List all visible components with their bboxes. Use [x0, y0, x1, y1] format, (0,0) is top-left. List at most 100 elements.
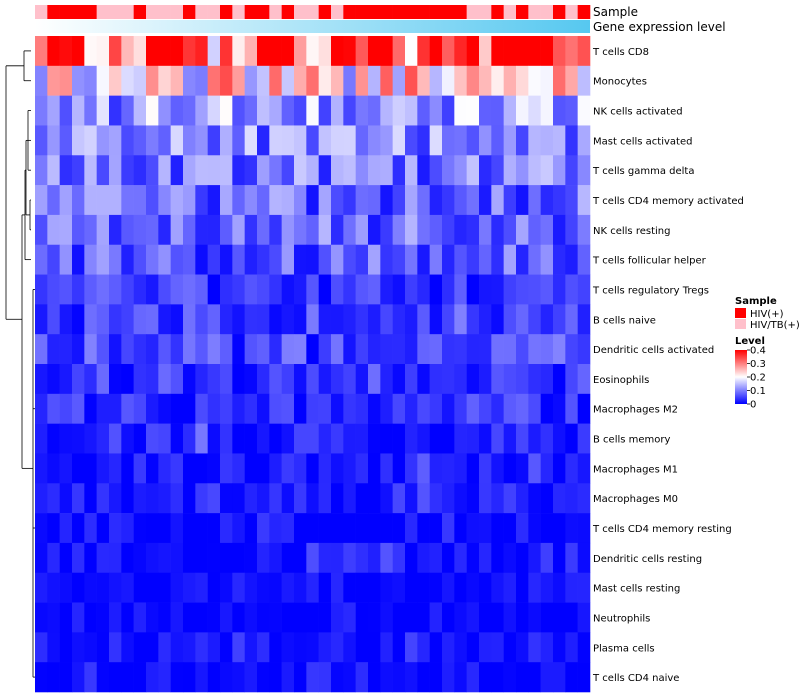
- heatmap-cell: [343, 185, 356, 216]
- heatmap-cell: [72, 364, 85, 395]
- heatmap-cell: [170, 632, 184, 663]
- heatmap-cell: [269, 155, 282, 186]
- heatmap-cell: [355, 155, 369, 186]
- heatmap-cell: [503, 542, 517, 574]
- heatmap-cell: [84, 632, 97, 663]
- heatmap-cell: [343, 662, 356, 693]
- heatmap-cell: [244, 364, 258, 395]
- heatmap-cell: [318, 662, 332, 693]
- heatmap-cell: [368, 662, 381, 693]
- heatmap-cell: [195, 364, 208, 395]
- sample-annotation-cell: [417, 5, 430, 19]
- heatmap-cell: [269, 334, 282, 365]
- heatmap-cell: [343, 334, 356, 365]
- heatmap-cell: [331, 572, 344, 603]
- heatmap-cell: [84, 334, 97, 365]
- heatmap-cell: [207, 632, 221, 663]
- heatmap-cell: [84, 274, 97, 305]
- heatmap-cell: [183, 244, 196, 275]
- heatmap-cell: [417, 244, 430, 275]
- heatmap-cell: [442, 304, 455, 335]
- heatmap-cell: [331, 155, 344, 186]
- heatmap-cell: [343, 572, 356, 603]
- heatmap-cell: [466, 364, 480, 395]
- heatmap-cell: [47, 453, 60, 484]
- heatmap-cell: [84, 453, 97, 484]
- heatmap-cell: [109, 393, 122, 424]
- heatmap-cell: [220, 304, 233, 335]
- heatmap-cell: [84, 214, 97, 246]
- heatmap-cell: [405, 453, 418, 484]
- heatmap-cell: [195, 125, 208, 156]
- heatmap-cell: [417, 483, 430, 514]
- heatmap-cell: [158, 513, 171, 544]
- heatmap-cell: [306, 632, 319, 663]
- heatmap-cell: [318, 274, 332, 305]
- heatmap-cell: [257, 334, 270, 365]
- heatmap-cell: [405, 483, 418, 514]
- heatmap-cell: [528, 125, 541, 156]
- heatmap-cell: [565, 95, 578, 126]
- heatmap-cell: [158, 364, 171, 395]
- heatmap-cell: [35, 364, 48, 395]
- heatmap-cell: [528, 542, 541, 574]
- heatmap-cell: [540, 185, 554, 216]
- heatmap-cell: [59, 602, 73, 633]
- heatmap-cell: [269, 602, 282, 633]
- heatmap-cell: [380, 274, 393, 305]
- heatmap-cell: [59, 483, 73, 514]
- heatmap-cell: [96, 513, 110, 544]
- row-label: Dendritic cells resting: [593, 554, 702, 565]
- heatmap-cell: [59, 214, 73, 246]
- heatmap-cell: [565, 274, 578, 305]
- heatmap-cell: [183, 662, 196, 693]
- heatmap-cell: [331, 334, 344, 365]
- heatmap-cell: [565, 334, 578, 365]
- heatmap-cell: [392, 572, 406, 603]
- heatmap-cell: [454, 632, 467, 663]
- heatmap-cell: [392, 632, 406, 663]
- heatmap-cell: [207, 393, 221, 424]
- heatmap-cell: [442, 125, 455, 156]
- heatmap-cell: [429, 214, 443, 246]
- heatmap-cell: [220, 602, 233, 633]
- heatmap-cell: [442, 65, 455, 96]
- heatmap-cell: [479, 513, 492, 544]
- heatmap-cell: [553, 125, 566, 156]
- heatmap-cell: [195, 393, 208, 424]
- row-label: Eosinophils: [593, 375, 649, 386]
- heatmap-cell: [405, 364, 418, 395]
- heatmap-cell: [121, 662, 134, 693]
- heatmap-cell: [491, 393, 504, 424]
- heatmap-cell: [220, 274, 233, 305]
- heatmap-cell: [232, 453, 245, 484]
- heatmap-cell: [84, 542, 97, 574]
- heatmap-cell: [318, 513, 332, 544]
- heatmap-cell: [59, 572, 73, 603]
- heatmap-cell: [257, 274, 270, 305]
- heatmap-cell: [257, 185, 270, 216]
- heatmap-cell: [170, 662, 184, 693]
- heatmap-cell: [491, 244, 504, 275]
- heatmap-cell: [183, 453, 196, 484]
- heatmap-cell: [158, 155, 171, 186]
- heatmap-cell: [565, 483, 578, 514]
- heatmap-cell: [109, 334, 122, 365]
- heatmap-cell: [540, 304, 554, 335]
- heatmap-cell: [207, 662, 221, 693]
- heatmap-cell: [429, 155, 443, 186]
- heatmap-cell: [417, 632, 430, 663]
- heatmap-cell: [479, 65, 492, 96]
- heatmap-cell: [170, 393, 184, 424]
- heatmap-cell: [392, 125, 406, 156]
- heatmap-cell: [96, 334, 110, 365]
- heatmap-cell: [232, 602, 245, 633]
- heatmap-cell: [331, 244, 344, 275]
- heatmap-cell: [96, 214, 110, 246]
- heatmap-cell: [195, 214, 208, 246]
- heatmap-cell: [331, 125, 344, 156]
- heatmap-cell: [96, 95, 110, 126]
- heatmap-cell: [306, 423, 319, 454]
- heatmap-cell: [47, 513, 60, 544]
- heatmap-cell: [380, 393, 393, 424]
